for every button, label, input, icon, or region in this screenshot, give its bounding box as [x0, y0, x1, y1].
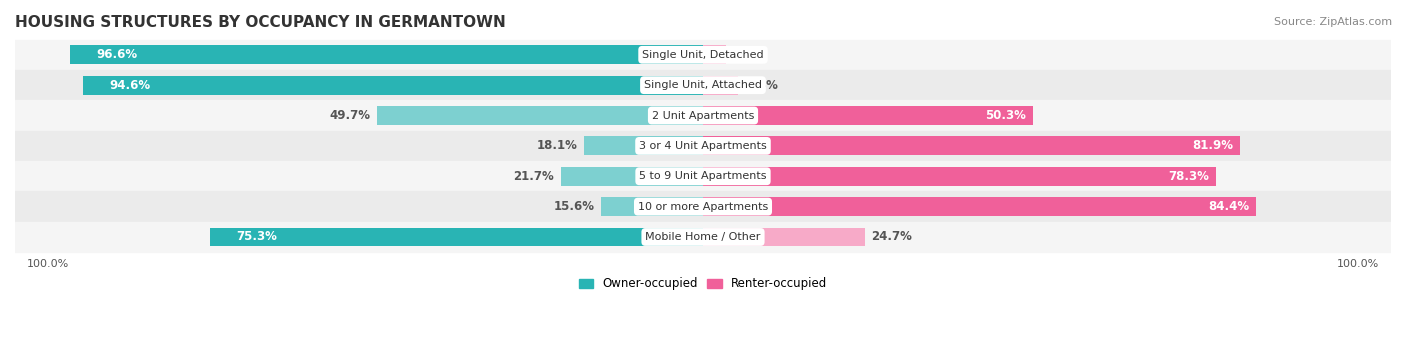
Bar [83, 76, 703, 94]
Text: 5.4%: 5.4% [745, 79, 778, 92]
Text: 75.3%: 75.3% [236, 231, 277, 243]
Text: 84.4%: 84.4% [1208, 200, 1250, 213]
Bar [15, 70, 1391, 100]
Text: 10 or more Apartments: 10 or more Apartments [638, 202, 768, 212]
Text: 5 to 9 Unit Apartments: 5 to 9 Unit Apartments [640, 171, 766, 181]
Text: 50.3%: 50.3% [986, 109, 1026, 122]
Bar [15, 191, 1391, 222]
Text: 2 Unit Apartments: 2 Unit Apartments [652, 110, 754, 120]
Bar [703, 106, 1032, 125]
Bar [703, 76, 738, 94]
Text: Source: ZipAtlas.com: Source: ZipAtlas.com [1274, 17, 1392, 27]
Text: 49.7%: 49.7% [330, 109, 371, 122]
Text: 18.1%: 18.1% [537, 139, 578, 152]
Text: 96.6%: 96.6% [96, 48, 138, 61]
Bar [15, 222, 1391, 252]
Text: Single Unit, Attached: Single Unit, Attached [644, 80, 762, 90]
Bar [585, 136, 703, 155]
Bar [703, 136, 1240, 155]
Text: Single Unit, Detached: Single Unit, Detached [643, 50, 763, 60]
Bar [15, 100, 1391, 131]
Text: 21.7%: 21.7% [513, 170, 554, 183]
Text: 78.3%: 78.3% [1168, 170, 1209, 183]
Text: 24.7%: 24.7% [872, 231, 912, 243]
Bar [15, 161, 1391, 191]
Text: 15.6%: 15.6% [553, 200, 595, 213]
Text: 81.9%: 81.9% [1192, 139, 1233, 152]
Text: 94.6%: 94.6% [110, 79, 150, 92]
Bar [703, 227, 865, 247]
Bar [703, 167, 1216, 186]
Text: HOUSING STRUCTURES BY OCCUPANCY IN GERMANTOWN: HOUSING STRUCTURES BY OCCUPANCY IN GERMA… [15, 15, 506, 30]
Text: 3 or 4 Unit Apartments: 3 or 4 Unit Apartments [640, 141, 766, 151]
Legend: Owner-occupied, Renter-occupied: Owner-occupied, Renter-occupied [574, 273, 832, 295]
Text: 3.5%: 3.5% [733, 48, 765, 61]
Bar [209, 227, 703, 247]
Bar [15, 131, 1391, 161]
Bar [561, 167, 703, 186]
Bar [70, 45, 703, 64]
Bar [600, 197, 703, 216]
Bar [703, 45, 725, 64]
Bar [703, 197, 1256, 216]
Bar [15, 40, 1391, 70]
Text: Mobile Home / Other: Mobile Home / Other [645, 232, 761, 242]
Bar [377, 106, 703, 125]
